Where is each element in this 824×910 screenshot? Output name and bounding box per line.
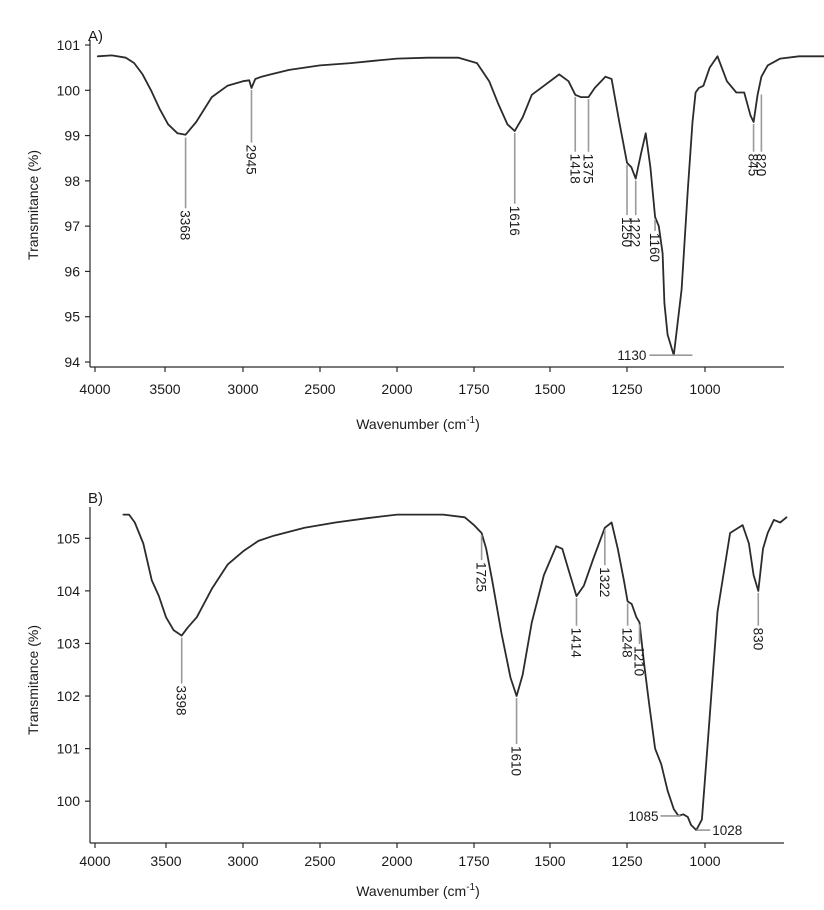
spectrum-line [96, 54, 824, 357]
y-tick-label: 99 [64, 128, 80, 144]
y-tick-label: 104 [57, 583, 81, 599]
peak-label: 3368 [178, 210, 193, 240]
panel-label: B) [88, 490, 103, 507]
x-tick-label: 2000 [381, 381, 412, 397]
y-tick-label: 100 [57, 793, 81, 809]
peak-label: 1130 [617, 348, 646, 363]
x-tick-label: 1750 [458, 853, 489, 869]
y-tick-label: 95 [64, 309, 80, 325]
peak-label: 1028 [712, 823, 742, 838]
spectrum-line [122, 513, 788, 831]
x-tick-label: 1500 [534, 853, 565, 869]
peak-label: 1248 [620, 628, 635, 658]
x-tick-label: 1750 [458, 381, 489, 397]
panel-a-chart: A) 101 100 99 98 97 96 95 94 4000 3500 3000 2500 2000… [25, 28, 824, 432]
y-tick-label: 102 [57, 688, 81, 704]
peak-label: 1085 [628, 809, 658, 824]
x-tick-label: 1500 [534, 381, 565, 397]
y-tick-label: 98 [64, 173, 80, 189]
y-tick-label: 103 [57, 635, 81, 651]
panel-label: A) [88, 28, 103, 45]
x-tick-label: 2000 [381, 853, 412, 869]
y-tick-label: 101 [57, 741, 81, 757]
peak-label: 1222 [628, 217, 643, 247]
y-axis-label: Transmitance (%) [25, 150, 41, 260]
peak-label: 1616 [507, 206, 522, 236]
x-axis-label: Wavenumber (cm-1) [356, 415, 480, 432]
peak-label: 1414 [568, 628, 583, 659]
y-tick-label: 101 [57, 37, 81, 53]
y-tick-label: 105 [57, 530, 81, 546]
y-tick-label: 94 [64, 354, 80, 370]
y-axis-label: Transmitance (%) [25, 625, 41, 735]
peak-label: 830 [750, 628, 765, 651]
x-tick-label: 1000 [689, 853, 720, 869]
x-tick-label: 4000 [79, 381, 110, 397]
x-tick-label: 2500 [304, 381, 335, 397]
x-tick-label: 1000 [689, 381, 720, 397]
x-tick-label: 1250 [611, 381, 642, 397]
peak-label: 1250 [619, 217, 634, 247]
x-tick-label: 3000 [227, 853, 258, 869]
x-tick-label: 3500 [150, 853, 181, 869]
peak-label: 1210 [631, 646, 646, 676]
x-tick-label: 2500 [304, 853, 335, 869]
peak-label: 820 [753, 154, 768, 177]
peak-label: 845 [746, 154, 761, 177]
peak-label: 2945 [243, 145, 258, 175]
peak-label: 3398 [174, 686, 189, 716]
panel-b-chart: B) 105 104 103 102 101 100 4000 3500 3000 2500 2000… [25, 490, 788, 899]
y-tick-label: 96 [64, 263, 80, 279]
x-tick-label: 3000 [227, 381, 258, 397]
x-tick-label: 4000 [79, 853, 110, 869]
peak-label: 1418 [567, 154, 582, 184]
y-tick-label: 100 [57, 82, 81, 98]
x-tick-label: 3500 [149, 381, 180, 397]
x-tick-label: 1250 [611, 853, 642, 869]
x-axis-label: Wavenumber (cm-1) [356, 882, 480, 899]
peak-label: 1375 [581, 154, 596, 184]
peak-label: 1160 [647, 233, 662, 262]
peak-label: 1725 [474, 562, 489, 592]
y-tick-label: 97 [64, 218, 80, 234]
peak-label: 1610 [509, 746, 524, 776]
peak-label: 1322 [597, 567, 612, 597]
